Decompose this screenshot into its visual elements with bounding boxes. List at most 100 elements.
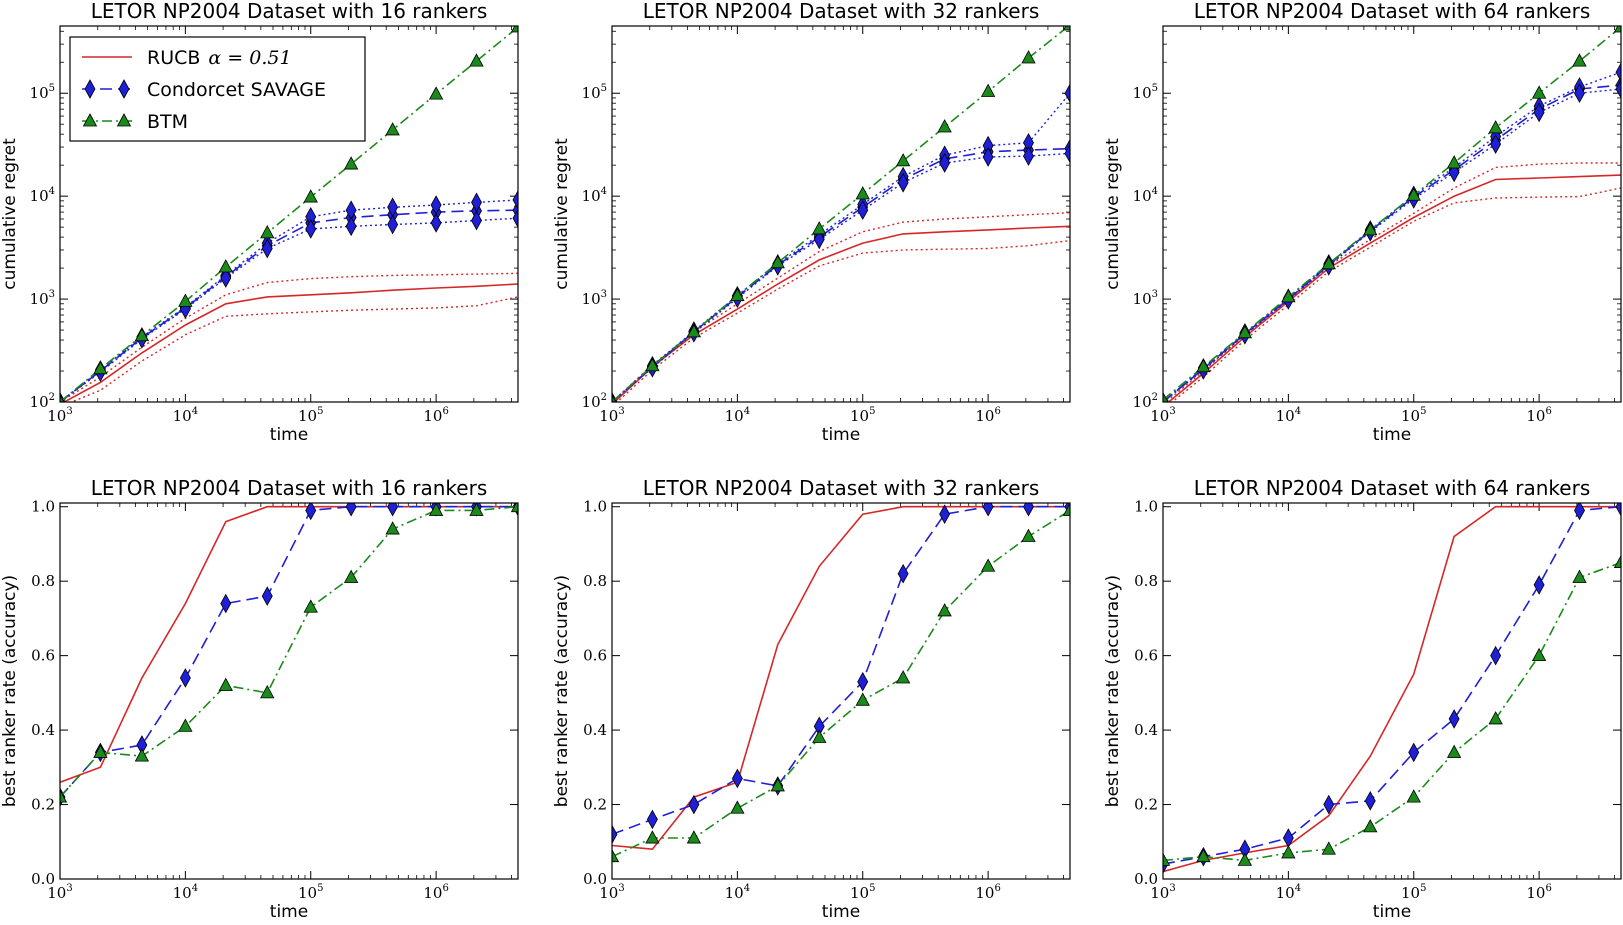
x-tick-label: 105: [850, 883, 875, 902]
data-point-triangle: [1488, 711, 1503, 725]
data-point-triangle: [1021, 50, 1036, 64]
y-tick-label: 0.6: [31, 647, 55, 665]
plot-frame: [59, 502, 519, 880]
data-point-triangle: [93, 360, 108, 375]
band-point-diamond: [387, 214, 399, 235]
band-point-diamond: [345, 216, 357, 237]
data-point-triangle: [1196, 848, 1211, 863]
y-tick-label: 104: [30, 186, 55, 205]
y-axis-label: best ranker rate (accuracy): [1103, 575, 1123, 807]
y-tick-label: 102: [1133, 392, 1158, 411]
data-point-triangle: [1488, 120, 1503, 134]
series-line-condorcet-savage-lower: [60, 217, 518, 402]
y-tick-label: 0.2: [1134, 796, 1158, 814]
series-group: [60, 26, 518, 402]
band-point-diamond: [1615, 62, 1621, 83]
series-line-rucb-upper: [1164, 162, 1621, 402]
x-tick-label: 105: [1401, 883, 1426, 902]
y-tick-label: 103: [1133, 289, 1158, 308]
y-tick-label: 0.0: [31, 870, 55, 888]
x-tick-label: 105: [850, 406, 875, 425]
data-point-diamond: [1615, 503, 1621, 517]
data-point-triangle: [895, 153, 911, 167]
data-point-triangle: [937, 603, 952, 617]
band-point-diamond: [512, 190, 518, 210]
data-point-triangle: [1281, 289, 1296, 303]
data-point-triangle: [855, 186, 870, 200]
data-point-triangle: [134, 748, 150, 762]
plot-frame: [1162, 502, 1622, 880]
series-line-rucb: [60, 505, 518, 783]
data-point-triangle: [1363, 819, 1378, 833]
y-tick-label: 0.0: [583, 870, 607, 888]
data-point-diamond: [612, 824, 618, 845]
data-point-triangle: [1321, 841, 1336, 855]
x-axis-label: time: [1373, 425, 1411, 445]
x-tick-label: 103: [1150, 883, 1175, 902]
data-point-triangle: [1237, 324, 1253, 339]
x-tick-label: 104: [725, 406, 750, 425]
data-point-triangle: [1321, 255, 1336, 270]
chart-title: LETOR NP2004 Dataset with 32 rankers: [643, 476, 1040, 500]
data-point-triangle: [385, 122, 400, 136]
y-tick-label: 103: [582, 289, 607, 308]
data-point-diamond: [897, 563, 909, 584]
data-point-diamond: [1023, 503, 1034, 517]
data-point-diamond: [1408, 742, 1420, 763]
plot-frame: [611, 25, 1071, 403]
x-tick-label: 105: [298, 406, 323, 425]
y-axis-label: best ranker rate (accuracy): [0, 575, 20, 807]
legend-marker-triangle: [82, 113, 98, 127]
series-line-btm: [1163, 561, 1621, 862]
data-point-triangle: [812, 729, 827, 743]
series-line-btm: [612, 509, 1070, 858]
legend-label: BTM: [147, 111, 188, 133]
data-point-diamond: [1448, 709, 1460, 729]
data-point-diamond: [688, 794, 700, 815]
data-point-triangle: [1237, 852, 1253, 866]
data-point-diamond: [646, 809, 658, 830]
data-point-triangle: [1363, 222, 1378, 236]
y-tick-label: 105: [1133, 83, 1158, 102]
series-line-rucb: [1167, 174, 1621, 402]
y-axis-label: best ranker rate (accuracy): [552, 575, 572, 807]
series-line-condorcet-savage: [1163, 505, 1621, 865]
y-tick-label: 105: [30, 83, 55, 102]
series-line-rucb: [1163, 505, 1621, 873]
x-axis-label: time: [270, 425, 308, 445]
axis-ticks: [611, 503, 1070, 880]
data-point-diamond: [179, 668, 191, 688]
data-point-triangle: [812, 221, 827, 235]
data-point-diamond: [982, 503, 994, 517]
series-line-rucb-lower: [616, 239, 1070, 402]
x-tick-label: 103: [1150, 406, 1175, 425]
series-line-condorcet-savage: [612, 505, 1070, 836]
y-tick-label: 0.6: [1134, 647, 1158, 665]
x-tick-label: 103: [599, 883, 624, 902]
y-tick-label: 102: [30, 392, 55, 411]
data-point-triangle: [303, 599, 318, 613]
chart-title: LETOR NP2004 Dataset with 16 rankers: [91, 476, 488, 500]
band-point-diamond: [1490, 134, 1502, 154]
y-tick-label: 1.0: [31, 498, 55, 516]
data-point-triangle: [770, 254, 785, 269]
data-point-diamond: [939, 504, 951, 524]
y-tick-label: 103: [30, 289, 55, 308]
data-point-diamond: [387, 503, 399, 517]
legend-entry: RUCB α = 0.51: [82, 47, 292, 69]
x-tick-label: 103: [47, 406, 72, 425]
y-tick-label: 0.8: [1134, 572, 1158, 590]
y-tick-label: 0.0: [1134, 870, 1158, 888]
series-line-condorcet-savage-lower: [1163, 88, 1621, 402]
data-point-diamond: [1533, 575, 1545, 595]
band-point-diamond: [982, 147, 994, 167]
series-line-condorcet-savage: [612, 147, 1070, 402]
data-point-diamond: [1364, 790, 1376, 811]
data-point-triangle: [385, 521, 400, 535]
data-point-diamond: [220, 593, 232, 614]
data-point-triangle: [645, 830, 660, 844]
series-line-condorcet-savage-upper: [612, 92, 1070, 402]
axis-ticks: [611, 26, 1070, 403]
x-tick-label: 104: [725, 883, 750, 902]
